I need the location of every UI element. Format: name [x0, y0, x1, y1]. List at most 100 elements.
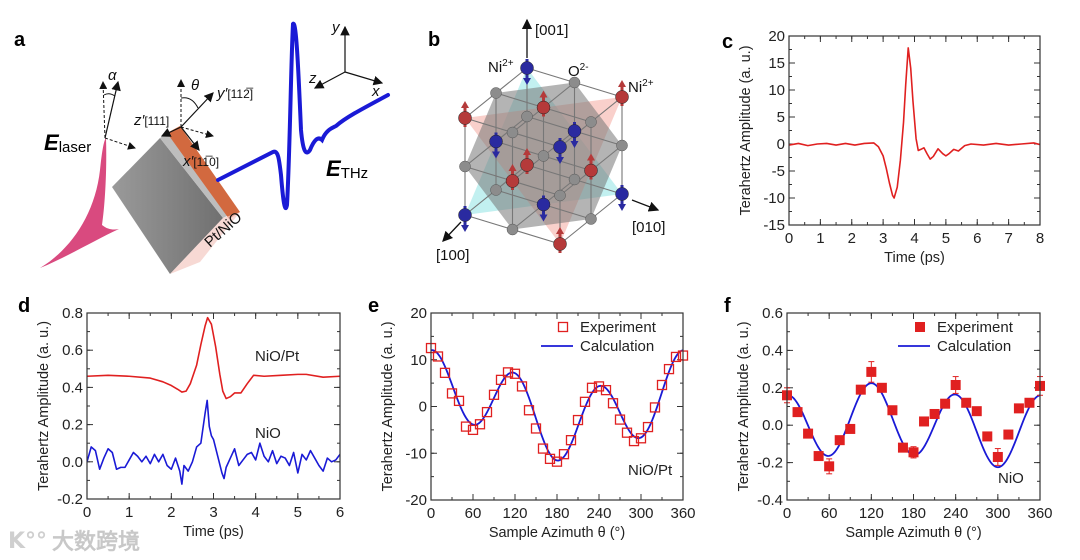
annotation-label: NiO: [255, 425, 281, 442]
experiment-point: [1003, 429, 1014, 440]
nickel-atom: [553, 237, 567, 251]
y-tick-label: 0.8: [62, 305, 83, 322]
dir-100-arrow: [442, 221, 462, 242]
alpha-label: α: [108, 67, 117, 84]
annotation-label: NiO: [998, 470, 1024, 487]
plot-area: [87, 316, 340, 485]
x-tick-label: 0: [785, 230, 793, 247]
nickel-atom: [536, 100, 551, 115]
experiment-point: [908, 447, 919, 458]
axis-y-label: y: [331, 19, 341, 36]
experiment-point: [488, 389, 500, 400]
chart-c: 0 1 2 3 4 5 6 7 8 -15 -10 -5 0 5 10 15 20 Time (ps) Terahe…: [738, 28, 1044, 266]
y-tick-label: 0: [777, 136, 785, 153]
experiment-point: [1024, 397, 1035, 408]
y-tick-label: -10: [405, 445, 427, 462]
ni-label-left: Ni2+: [488, 58, 514, 76]
x-tick-label: 120: [502, 505, 527, 522]
oxygen-atom: [537, 150, 550, 162]
oxygen-atom: [554, 189, 566, 202]
y-tick-label: 20: [410, 305, 427, 322]
nickel-atom: [567, 124, 582, 138]
experiment-point: [792, 407, 803, 418]
experiment-point: [537, 443, 549, 454]
nickel-atom: [520, 61, 534, 75]
experiment-point: [940, 398, 951, 409]
experiment-point: [635, 433, 647, 444]
laser-propagation-dashed: [104, 137, 136, 150]
e-laser-label: Elaser: [44, 130, 91, 156]
x-tick-label: 8: [1036, 230, 1044, 247]
y-tick-label: -20: [405, 492, 427, 509]
spin-arrowhead-icon: [556, 157, 564, 164]
axis-z-label: z: [308, 70, 317, 87]
ni-charge: 2+: [642, 78, 654, 89]
x-tick-label: 240: [586, 505, 611, 522]
oxygen-atom: [506, 223, 519, 236]
e-thz-label: ETHz: [326, 156, 368, 182]
film-shadow: [170, 212, 240, 274]
panel-b-labels: [001] [010] [100] Ni2+ O2- Ni2+: [436, 18, 665, 264]
e-thz-subscript: THz: [341, 165, 369, 182]
panel-a-diagram: y z x α Elaser θ y′[112̅] z′[111] x′[11̅…: [40, 19, 390, 274]
ni-charge: 2+: [502, 58, 514, 69]
x-tick-label: 6: [336, 504, 344, 521]
calculation-curve: [431, 349, 683, 462]
plot-frame: [430, 312, 684, 501]
x-tick-label: 0: [783, 505, 791, 522]
x-axis-label: Sample Azimuth θ (°): [489, 525, 625, 541]
ni-symbol: Ni: [488, 59, 502, 76]
x-tick-label: 5: [294, 504, 302, 521]
spin-arrowhead-icon: [523, 78, 531, 85]
spin-arrowhead-icon: [539, 214, 548, 222]
experiment-point: [593, 381, 605, 392]
theta-arc: [180, 97, 199, 109]
chart-d: 0 1 2 3 4 5 6 -0.2 0.0 0.2 0.4 0.6 0.8 Time (ps) Terah…: [36, 305, 344, 540]
y-tick-label: -5: [772, 163, 785, 180]
experiment-point: [460, 421, 472, 432]
y-tick-label: 0.4: [62, 379, 83, 396]
x-prime-symbol: x′: [182, 153, 195, 170]
x-tick-label: 180: [544, 505, 569, 522]
plot-frame: [86, 312, 341, 500]
spin-arrowhead-icon: [556, 227, 564, 234]
legend-marker-experiment: [557, 321, 569, 333]
annotation-label: NiO/Pt: [628, 462, 673, 479]
substrate: [112, 138, 223, 274]
y-tick-label: 0.6: [62, 342, 83, 359]
experiment-point: [876, 382, 887, 393]
experiment-point: [887, 405, 898, 416]
y-tick-label: -0.4: [757, 492, 783, 509]
experiment-point: [866, 366, 877, 377]
dir-010-arrow: [631, 199, 660, 212]
spin-arrowhead-icon: [618, 204, 626, 211]
experiment-point: [600, 384, 612, 396]
experiment-point: [803, 428, 814, 439]
y-axis-label: Terahertz Amplitude (a. u.): [738, 45, 754, 215]
experiment-point: [607, 398, 619, 409]
panel-label-a: a: [14, 29, 26, 51]
plot-frame: [786, 312, 1041, 501]
e-laser-symbol: E: [44, 130, 60, 155]
experiment-point: [502, 367, 514, 378]
y-tick-label: -10: [763, 190, 785, 207]
dir-010-label: [010]: [632, 219, 665, 236]
spin-arrowhead-icon: [618, 80, 626, 87]
x-tick-label: 0: [83, 504, 91, 521]
x-tick-label: 2: [167, 504, 175, 521]
z-prime-symbol: z′: [133, 112, 146, 129]
dir-100-label: [100]: [436, 247, 469, 264]
experiment-point: [670, 351, 682, 363]
experiment-point: [845, 423, 856, 434]
series-line-nio: [87, 399, 340, 485]
x-tick-label: 6: [973, 230, 981, 247]
ni-symbol: Ni: [628, 79, 642, 96]
experiment-point: [551, 456, 563, 467]
spin-arrowhead-icon: [492, 151, 500, 159]
legend-marker-experiment: [915, 322, 925, 332]
plot-area: [789, 47, 1040, 199]
experiment-point: [649, 402, 661, 413]
spin-arrowhead-icon: [587, 153, 595, 161]
oxygen-atom: [490, 87, 502, 99]
